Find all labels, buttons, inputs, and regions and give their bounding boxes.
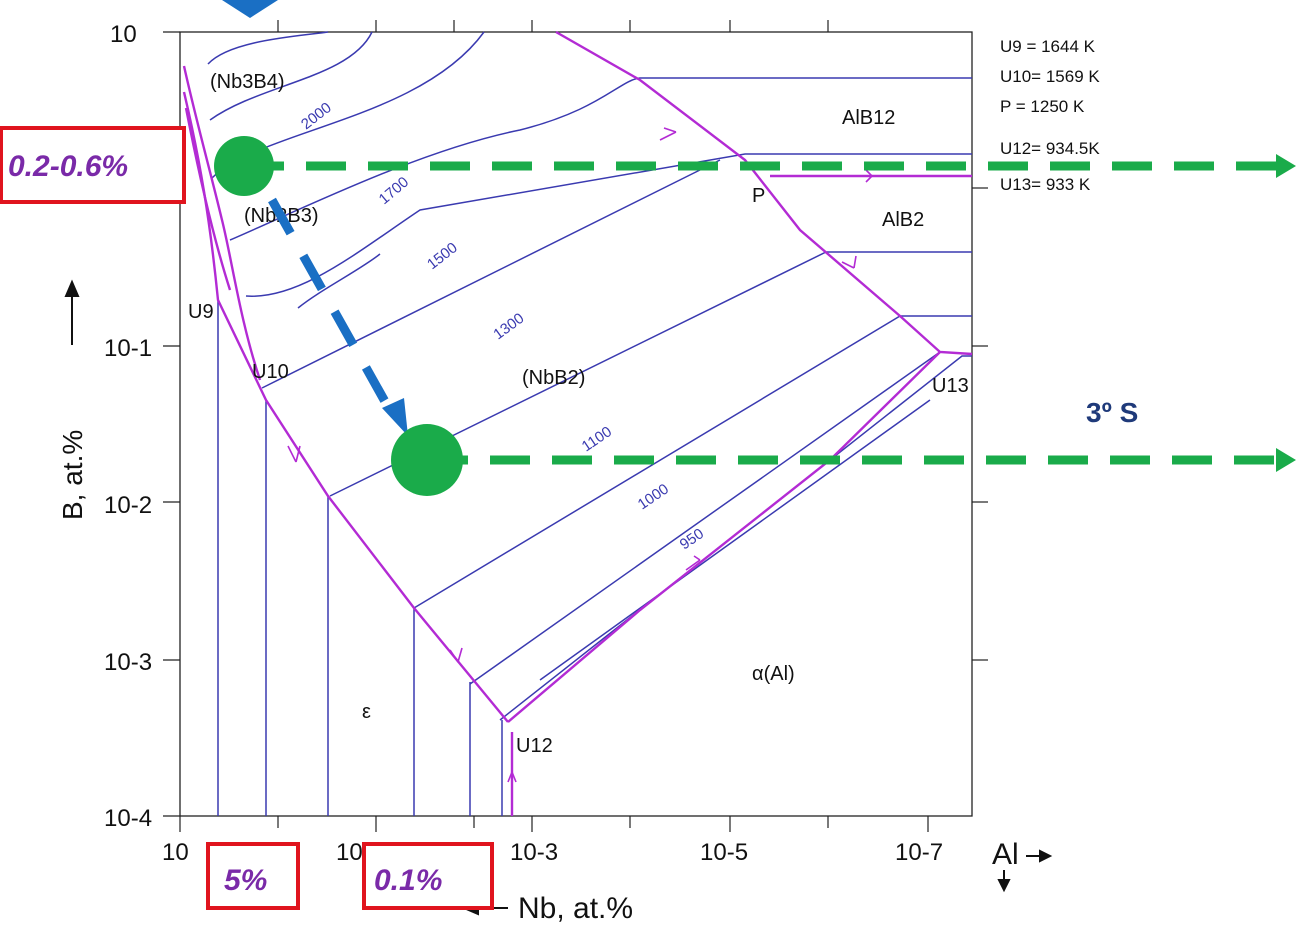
green-arrowhead-upper-icon xyxy=(1276,154,1296,178)
invariant-legend: U9 = 1644 K U10= 1569 K P = 1250 K U12= … xyxy=(1000,37,1100,194)
blue-dashed-arrow xyxy=(268,197,396,417)
isotherm-2000 xyxy=(207,31,329,65)
phase-label-alb12: AlB12 xyxy=(842,107,895,129)
phase-label-alpha-al: α(Al) xyxy=(752,663,795,685)
phase-label-nbb2: (NbB2) xyxy=(522,367,585,389)
boundary-nbb2-left xyxy=(182,91,509,723)
y-tick-0.0001: 10-4 xyxy=(104,805,152,832)
legend-u10: U10= 1569 K xyxy=(1000,67,1100,86)
nb-01-box xyxy=(362,842,494,910)
isotherm-label-1300: 1300 xyxy=(490,310,527,343)
y-axis-label: B, at.% xyxy=(57,430,88,520)
isotherm-label-1100: 1100 xyxy=(579,423,615,455)
x-tick-10: 10 xyxy=(162,839,189,866)
y-axis-arrow xyxy=(64,279,80,345)
boundary-flow-arrows xyxy=(287,127,874,783)
point-label-u12: U12 xyxy=(516,735,553,757)
y-tick-0.001: 10-3 xyxy=(104,649,152,676)
x-tick-marks xyxy=(179,20,929,832)
y-tick-0.1: 10-1 xyxy=(104,335,152,362)
blue-diamond-icon xyxy=(222,0,278,18)
green-marker-upper xyxy=(214,136,274,196)
isotherm-label-2000: 2000 xyxy=(298,99,335,133)
nb-01-label: 0.1% xyxy=(374,864,442,897)
phase-label-epsilon: ε xyxy=(362,701,371,723)
x-axis-label: Nb, at.% xyxy=(518,892,633,925)
point-label-u9: U9 xyxy=(188,301,214,323)
point-label-u10: U10 xyxy=(252,361,289,383)
point-label-p: P xyxy=(752,185,765,207)
b-range-box xyxy=(0,126,186,204)
green-marker-lower xyxy=(391,424,463,496)
isotherm-label-1700: 1700 xyxy=(376,174,412,208)
y-tick-marks xyxy=(163,31,988,817)
al-corner-arrows xyxy=(997,849,1053,893)
x-tick-1e-5: 10-5 xyxy=(700,839,748,866)
isotherm-label-1000: 1000 xyxy=(635,481,672,514)
phase-boundaries xyxy=(182,30,973,816)
point-label-u13: U13 xyxy=(932,375,969,397)
isotherm-lines xyxy=(207,31,972,816)
legend-u13: U13= 933 K xyxy=(1000,175,1091,194)
plot-frame xyxy=(179,31,973,817)
legend-u12: U12= 934.5K xyxy=(1000,139,1100,158)
al-corner-label: Al xyxy=(992,838,1019,871)
green-arrowhead-lower-icon xyxy=(1276,448,1296,472)
legend-p: P = 1250 K xyxy=(1000,97,1085,116)
step-label: 3º S xyxy=(1086,397,1138,428)
isotherm-label-1500: 1500 xyxy=(424,239,461,273)
y-tick-10: 10 xyxy=(110,21,137,48)
y-tick-0.01: 10-2 xyxy=(104,492,152,519)
phase-label-alb2: AlB2 xyxy=(882,209,924,231)
boundary-nb3b4-b xyxy=(184,107,232,291)
b-range-label: 0.2-0.6% xyxy=(8,150,128,183)
boundary-nb3b4-a xyxy=(182,65,262,381)
x-tick-0.001: 10-3 xyxy=(510,839,558,866)
nb-5-box xyxy=(206,842,300,910)
x-tick-1e-7: 10-7 xyxy=(895,839,943,866)
nb-5-label: 5% xyxy=(224,864,267,897)
phase-label-nb3b4: (Nb3B4) xyxy=(210,71,284,93)
blue-arrowhead-icon xyxy=(382,398,408,436)
isotherm-label-950: 950 xyxy=(677,525,707,553)
legend-u9: U9 = 1644 K xyxy=(1000,37,1096,56)
boundary-alpha-al xyxy=(507,351,941,723)
